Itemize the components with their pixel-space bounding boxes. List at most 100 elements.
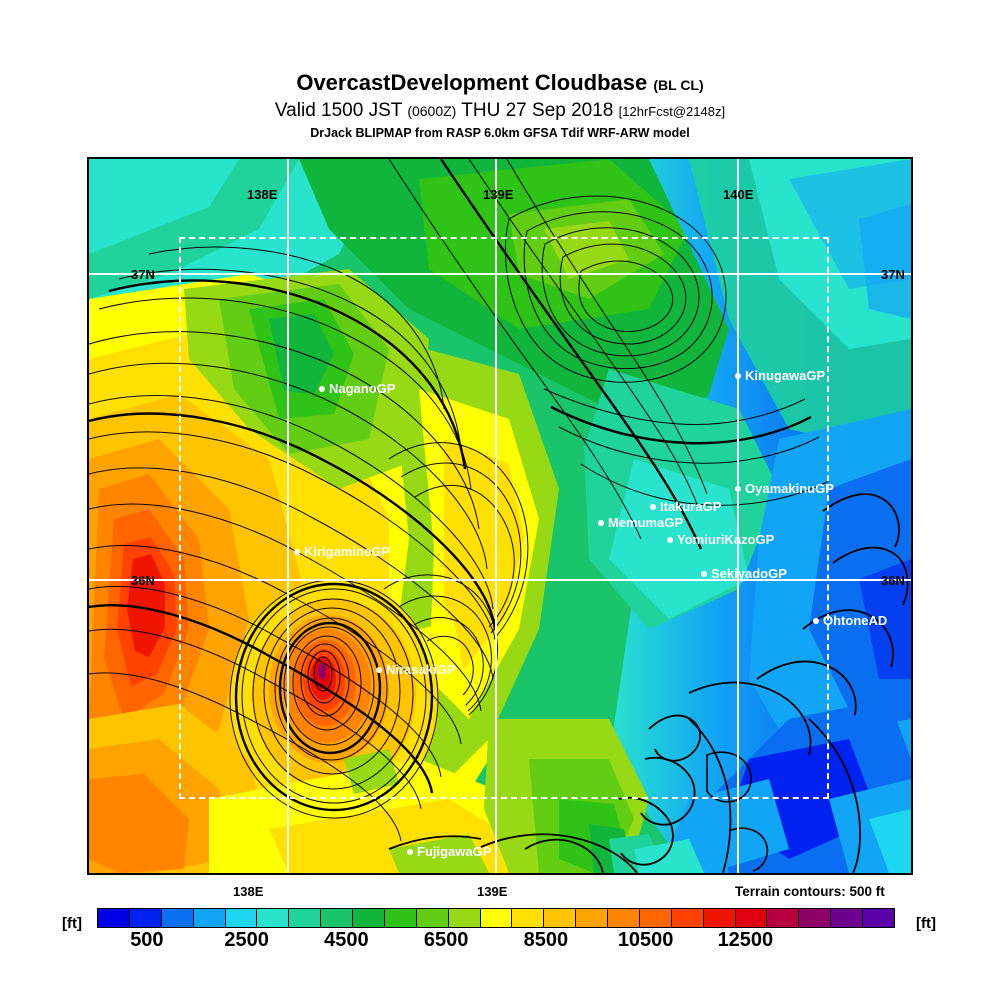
- station-marker[interactable]: ItakuraGP: [650, 499, 721, 514]
- cloudbase-field: [89, 159, 911, 873]
- station-marker[interactable]: NaganoGP: [319, 381, 395, 396]
- station-marker[interactable]: YomiuriKazoGP: [667, 532, 774, 547]
- colorbar-swatch-12: [480, 909, 513, 927]
- station-label: ItakuraGP: [660, 499, 722, 514]
- colorbar-swatch-7: [321, 909, 353, 927]
- station-dot-icon: [598, 519, 604, 526]
- colorbar-swatch-4: [225, 909, 258, 927]
- colorbar-swatch-9: [384, 909, 417, 927]
- station-label: SekiyadoGP: [711, 566, 787, 581]
- station-marker[interactable]: KinugawaGP: [735, 368, 825, 383]
- colorbar-unit-right: [ft]: [916, 915, 936, 932]
- lon-label-bottom-139e: 139E: [477, 884, 508, 899]
- station-label: MemumaGP: [608, 515, 684, 530]
- station-label: KinugawaGP: [745, 368, 826, 383]
- colorbar-swatch-23: [831, 909, 863, 927]
- map-frame[interactable]: 138E 139E 140E 37N 37N 36N 36N NaganoGP …: [87, 157, 913, 875]
- colorbar-swatch-10: [416, 909, 449, 927]
- colorbar-swatch-22: [799, 909, 832, 927]
- model-domain-box: [179, 237, 829, 799]
- colorbar-unit-left: [ft]: [62, 915, 82, 932]
- colorbar-swatch-20: [735, 909, 768, 927]
- colorbar-tick-12500: 12500: [717, 929, 774, 951]
- colorbar-swatch-24: [863, 909, 894, 927]
- station-marker[interactable]: NirasakiGP: [376, 662, 455, 677]
- colorbar-tick-6500: 6500: [423, 929, 469, 951]
- lon-label-top-138e: 138E: [247, 187, 278, 202]
- colorbar-legend: [ft] [ft] 500 2500 4500 6500 8500 10500 12500: [0, 903, 1000, 963]
- page-title: OvercastDevelopment Cloudbase (BL CL): [0, 72, 1000, 96]
- terrain-index-contours: [89, 279, 497, 794]
- lon-label-top-139e: 139E: [483, 187, 514, 202]
- colorbar-swatch-8: [353, 909, 385, 927]
- colorbar-swatch-21: [767, 909, 800, 927]
- graticule-lon-138e: [287, 159, 289, 873]
- graticule-lon-139e: [495, 159, 497, 873]
- cloudbase-field-svg: [89, 159, 911, 873]
- station-dot-icon: [735, 372, 741, 379]
- lat-label-left-36n: 36N: [131, 573, 155, 588]
- header-block: OvercastDevelopment Cloudbase (BL CL) Va…: [0, 0, 1000, 141]
- colorbar-swatch-2: [161, 909, 194, 927]
- station-dot-icon: [650, 503, 656, 510]
- station-label: FujigawaGP: [417, 844, 492, 859]
- station-marker[interactable]: KirigamineGP: [294, 544, 390, 559]
- station-dot-icon: [701, 570, 707, 577]
- station-dot-icon: [376, 666, 382, 673]
- colorbar-tick-labels: 500 2500 4500 6500 8500 10500 12500: [97, 929, 895, 955]
- colorbar-swatch-0: [98, 909, 130, 927]
- page-title-param: (BL CL): [653, 77, 704, 93]
- colorbar-tick-2500: 2500: [224, 929, 269, 951]
- model-source-note: DrJack BLIPMAP from RASP 6.0km GFSA Tdif…: [310, 126, 690, 140]
- valid-time-local: Valid 1500 JST: [274, 100, 403, 121]
- station-dot-icon: [813, 617, 819, 624]
- station-marker[interactable]: OyamakinuGP: [735, 481, 834, 496]
- colorbar-swatch-13: [512, 909, 545, 927]
- station-marker[interactable]: MemumaGP: [598, 515, 683, 530]
- lat-label-right-37n: 37N: [881, 267, 905, 282]
- terrain-contour-note: Terrain contours: 500 ft: [735, 884, 885, 899]
- valid-time-utc: (0600Z): [407, 103, 457, 119]
- station-label: NirasakiGP: [386, 662, 456, 677]
- graticule-lat-37n: [89, 273, 911, 275]
- colorbar-swatch-17: [639, 909, 672, 927]
- station-dot-icon: [735, 485, 741, 492]
- station-dot-icon: [319, 385, 325, 392]
- colorbar-swatch-15: [576, 909, 608, 927]
- lon-label-top-140e: 140E: [723, 187, 754, 202]
- graticule-lat-36n: [89, 579, 911, 581]
- colorbar-swatch-1: [129, 909, 162, 927]
- colorbar-swatch-11: [448, 909, 481, 927]
- colorbar-tick-500: 500: [130, 929, 164, 951]
- station-label: OyamakinuGP: [745, 481, 834, 496]
- colorbar-swatch-5: [257, 909, 290, 927]
- colorbar-swatch-18: [671, 909, 704, 927]
- coastline: [388, 493, 909, 873]
- colorbar-tick-10500: 10500: [617, 929, 674, 951]
- colorbar-tick-4500: 4500: [324, 929, 369, 951]
- colorbar-swatch-6: [289, 909, 322, 927]
- colorbar-swatch-3: [193, 909, 226, 927]
- station-label: NaganoGP: [329, 381, 396, 396]
- lon-label-bottom-138e: 138E: [233, 884, 264, 899]
- station-marker[interactable]: OhtoneAD: [813, 613, 887, 628]
- station-marker[interactable]: SekiyadoGP: [701, 566, 787, 581]
- station-marker[interactable]: FujigawaGP: [407, 844, 491, 859]
- colorbar-tick-8500: 8500: [523, 929, 569, 951]
- station-dot-icon: [407, 848, 413, 855]
- valid-date: THU 27 Sep 2018: [461, 100, 614, 121]
- station-dot-icon: [667, 536, 673, 543]
- valid-time-line: Valid 1500 JST (0600Z) THU 27 Sep 2018 […: [0, 101, 1000, 122]
- colorbar-swatch-16: [608, 909, 640, 927]
- colorbar-swatch-14: [544, 909, 577, 927]
- station-label: OhtoneAD: [823, 613, 888, 628]
- station-dot-icon: [294, 548, 300, 555]
- station-label: YomiuriKazoGP: [677, 532, 775, 547]
- forecast-run-label: [12hrFcst@2148z]: [618, 104, 726, 119]
- colorbar-swatches: [97, 908, 895, 928]
- page-title-text: OvercastDevelopment Cloudbase: [296, 70, 648, 95]
- lat-label-right-36n: 36N: [881, 573, 905, 588]
- graticule-lon-140e: [737, 159, 739, 873]
- colorbar-swatch-19: [703, 909, 736, 927]
